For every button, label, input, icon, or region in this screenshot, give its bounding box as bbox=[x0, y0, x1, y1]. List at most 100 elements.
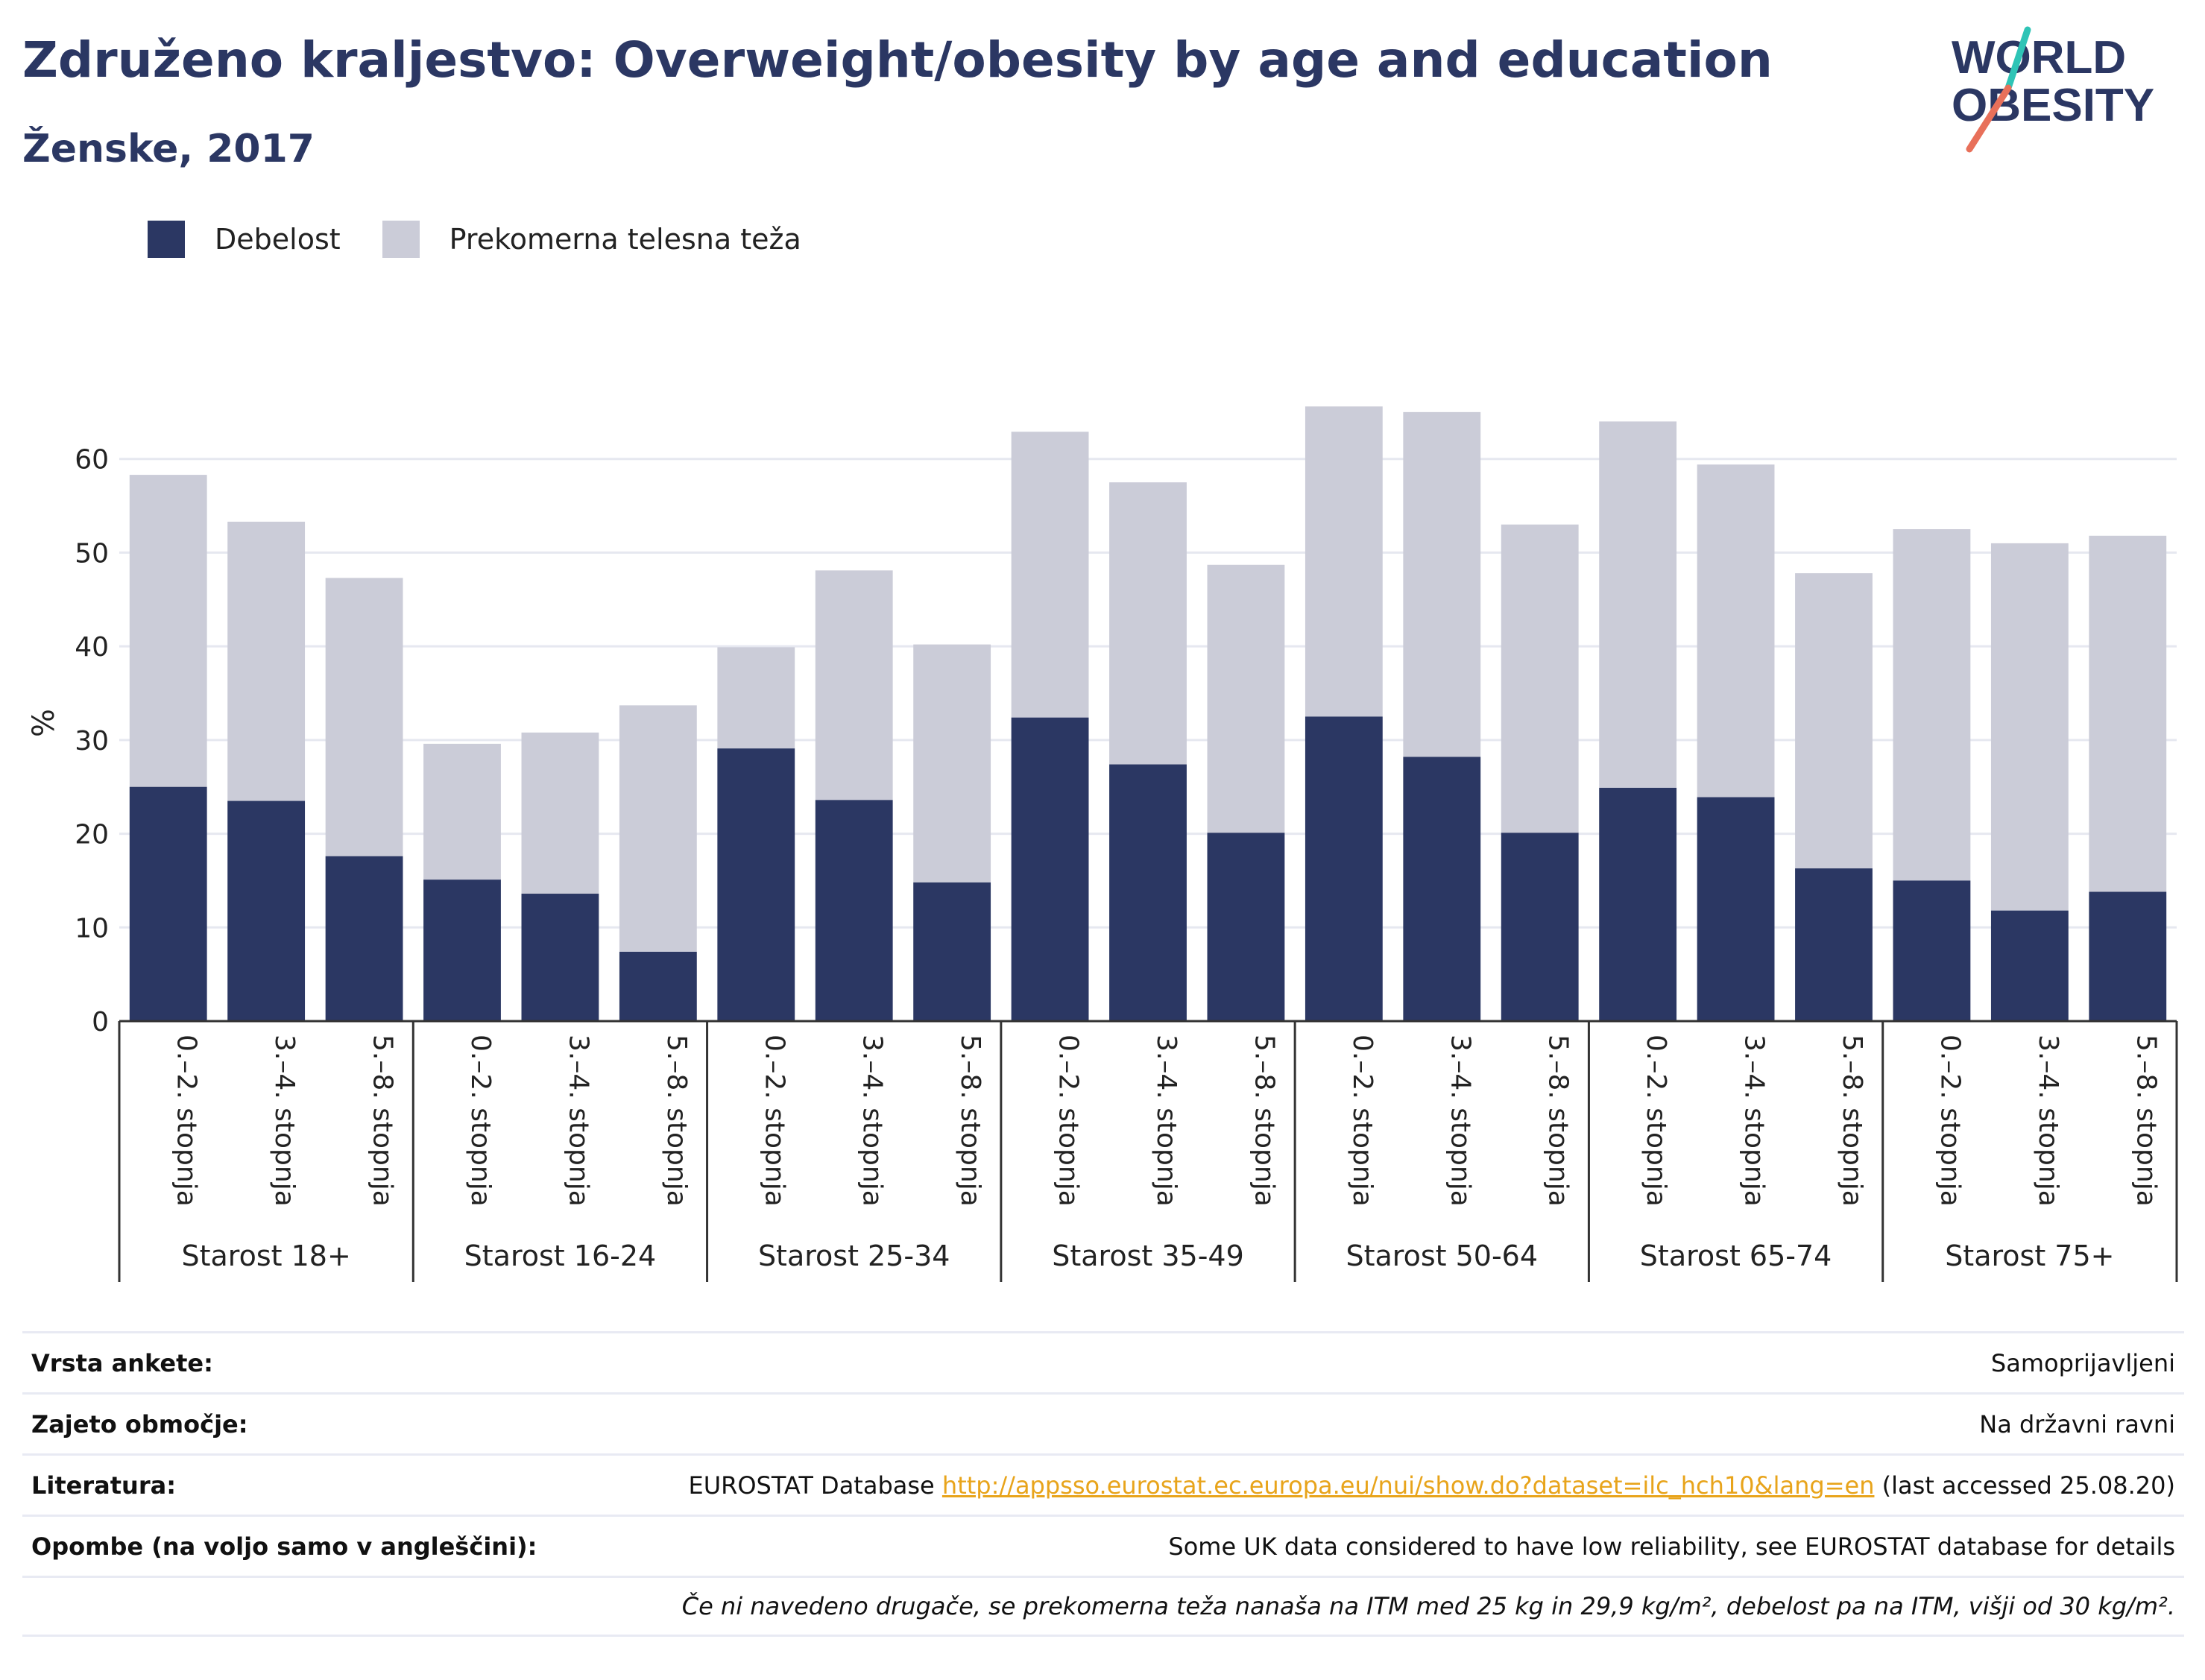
bar-overweight bbox=[1795, 573, 1873, 869]
bar-overweight bbox=[2089, 535, 2167, 892]
x-tick-label: 3.–4. stopnja bbox=[1739, 1035, 1770, 1207]
eurostat-link[interactable]: http://appsso.eurostat.ec.europa.eu/nui/… bbox=[941, 1471, 1875, 1500]
bar-overweight bbox=[423, 743, 501, 880]
legend-label-overweight: Prekomerna telesna teža bbox=[449, 223, 801, 256]
group-label: Starost 25-34 bbox=[758, 1240, 950, 1272]
y-tick-label: 30 bbox=[75, 726, 109, 757]
bar-overweight bbox=[913, 644, 991, 882]
x-tick-label: 5.–8. stopnja bbox=[1543, 1035, 1574, 1207]
meta-label-notes: Opombe (na voljo samo v angleščini): bbox=[31, 1532, 537, 1561]
y-tick-label: 40 bbox=[75, 632, 109, 663]
bar-overweight bbox=[1990, 543, 2069, 911]
page-title: Združeno kraljestvo: Overweight/obesity … bbox=[22, 31, 1773, 89]
x-tick-label: 3.–4. stopnja bbox=[563, 1035, 593, 1207]
bar-overweight bbox=[1501, 524, 1579, 833]
meta-row-coverage: Zajeto območje: Na državni ravni bbox=[22, 1392, 2184, 1453]
group-label: Starost 35-49 bbox=[1052, 1240, 1244, 1272]
meta-row-definition: Če ni navedeno drugače, se prekomerna te… bbox=[22, 1576, 2184, 1637]
bar-overweight bbox=[1305, 406, 1383, 717]
world-obesity-logo: WORLD OBESITY bbox=[1952, 26, 2154, 153]
stacked-bar-chart: 0 10 20 30 40 50 60% 0.–2. stopnja 3.–4. stopnja… bbox=[27, 406, 2178, 1282]
bar-obesity bbox=[717, 748, 795, 1021]
meta-row-literature: Literatura: EUROSTAT Database http://app… bbox=[22, 1453, 2184, 1515]
bar-obesity bbox=[1599, 787, 1677, 1021]
group-label: Starost 16-24 bbox=[464, 1240, 657, 1272]
bar-overweight bbox=[619, 705, 697, 952]
bar-overweight bbox=[129, 475, 207, 787]
x-tick-label: 0.–2. stopnja bbox=[1347, 1035, 1378, 1207]
y-tick-label: 20 bbox=[75, 820, 109, 850]
legend-swatch-obesity bbox=[148, 221, 185, 258]
group-label: Starost 75+ bbox=[1945, 1240, 2114, 1272]
logo-slash-teal bbox=[2004, 26, 2031, 92]
bar-obesity bbox=[227, 800, 306, 1021]
legend-label-obesity: Debelost bbox=[215, 223, 341, 256]
bar-overweight bbox=[1011, 432, 1089, 718]
meta-value-literature: EUROSTAT Database http://appsso.eurostat… bbox=[688, 1471, 2175, 1500]
bar-overweight bbox=[1893, 529, 1971, 881]
bar-obesity bbox=[325, 856, 403, 1021]
bar-overweight bbox=[325, 578, 403, 856]
bar-overweight bbox=[1109, 482, 1187, 765]
bar-overweight bbox=[227, 521, 306, 801]
x-tick-label: 5.–8. stopnja bbox=[1249, 1035, 1279, 1207]
meta-value-coverage: Na državni ravni bbox=[1979, 1409, 2175, 1439]
x-tick-label: 0.–2. stopnja bbox=[759, 1035, 789, 1207]
y-tick-label: 50 bbox=[75, 538, 109, 569]
bar-obesity bbox=[1990, 910, 2069, 1021]
x-tick-label: 3.–4. stopnja bbox=[269, 1035, 300, 1207]
bar-obesity bbox=[815, 800, 893, 1021]
x-tick-label: 0.–2. stopnja bbox=[1641, 1035, 1671, 1207]
x-tick-label: 5.–8. stopnja bbox=[955, 1035, 985, 1207]
bar-obesity bbox=[423, 880, 501, 1021]
legend-item-obesity[interactable]: Debelost bbox=[148, 221, 341, 258]
bar-obesity bbox=[1109, 764, 1187, 1021]
bar-overweight bbox=[815, 570, 893, 800]
meta-value-notes: Some UK data considered to have low reli… bbox=[1168, 1532, 2175, 1561]
x-tick-label: 5.–8. stopnja bbox=[661, 1035, 692, 1207]
bar-obesity bbox=[2089, 891, 2167, 1021]
x-tick-label: 3.–4. stopnja bbox=[1445, 1035, 1475, 1207]
x-tick-label: 5.–8. stopnja bbox=[2130, 1035, 2161, 1207]
y-axis-label: % bbox=[27, 709, 61, 737]
page-subtitle: Ženske, 2017 bbox=[22, 127, 315, 171]
x-tick-label: 0.–2. stopnja bbox=[465, 1035, 496, 1207]
bar-obesity bbox=[913, 882, 991, 1021]
y-tick-label: 10 bbox=[75, 913, 109, 944]
bar-overweight bbox=[1697, 464, 1775, 798]
bar-obesity bbox=[521, 894, 599, 1021]
meta-row-notes: Opombe (na voljo samo v angleščini): Som… bbox=[22, 1515, 2184, 1576]
meta-definition-note: Če ni navedeno drugače, se prekomerna te… bbox=[681, 1592, 2175, 1620]
bar-obesity bbox=[1697, 797, 1775, 1021]
x-tick-label: 0.–2. stopnja bbox=[1934, 1035, 1965, 1207]
x-tick-label: 3.–4. stopnja bbox=[2033, 1035, 2063, 1207]
x-tick-label: 3.–4. stopnja bbox=[1151, 1035, 1182, 1207]
bar-obesity bbox=[1011, 717, 1089, 1021]
x-tick-label: 0.–2. stopnja bbox=[171, 1035, 202, 1207]
x-tick-label: 0.–2. stopnja bbox=[1053, 1035, 1084, 1207]
bar-obesity bbox=[1207, 833, 1285, 1021]
bar-obesity bbox=[1501, 833, 1579, 1021]
meta-value-survey-type: Samoprijavljeni bbox=[1990, 1348, 2175, 1377]
metadata-table: Vrsta ankete: Samoprijavljeni Zajeto obm… bbox=[22, 1331, 2184, 1637]
meta-label-survey-type: Vrsta ankete: bbox=[31, 1348, 213, 1377]
bar-obesity bbox=[1403, 757, 1481, 1021]
bar-obesity bbox=[619, 951, 697, 1021]
group-label: Starost 18+ bbox=[181, 1240, 350, 1272]
bar-obesity bbox=[129, 786, 207, 1021]
meta-label-coverage: Zajeto območje: bbox=[31, 1409, 248, 1439]
x-tick-label: 5.–8. stopnja bbox=[1837, 1035, 1867, 1207]
literature-prefix: EUROSTAT Database bbox=[688, 1471, 942, 1500]
group-label: Starost 50-64 bbox=[1346, 1240, 1539, 1272]
legend-item-overweight[interactable]: Prekomerna telesna teža bbox=[382, 221, 801, 258]
bar-obesity bbox=[1305, 716, 1383, 1021]
bar-overweight bbox=[1207, 564, 1285, 833]
bar-overweight bbox=[1403, 411, 1481, 757]
y-tick-label: 0 bbox=[92, 1007, 109, 1038]
meta-label-literature: Literatura: bbox=[31, 1471, 176, 1500]
x-tick-label: 5.–8. stopnja bbox=[368, 1035, 398, 1207]
bar-overweight bbox=[717, 647, 795, 749]
bar-overweight bbox=[1599, 421, 1677, 788]
legend-swatch-overweight bbox=[382, 221, 420, 258]
meta-row-survey-type: Vrsta ankete: Samoprijavljeni bbox=[22, 1331, 2184, 1392]
